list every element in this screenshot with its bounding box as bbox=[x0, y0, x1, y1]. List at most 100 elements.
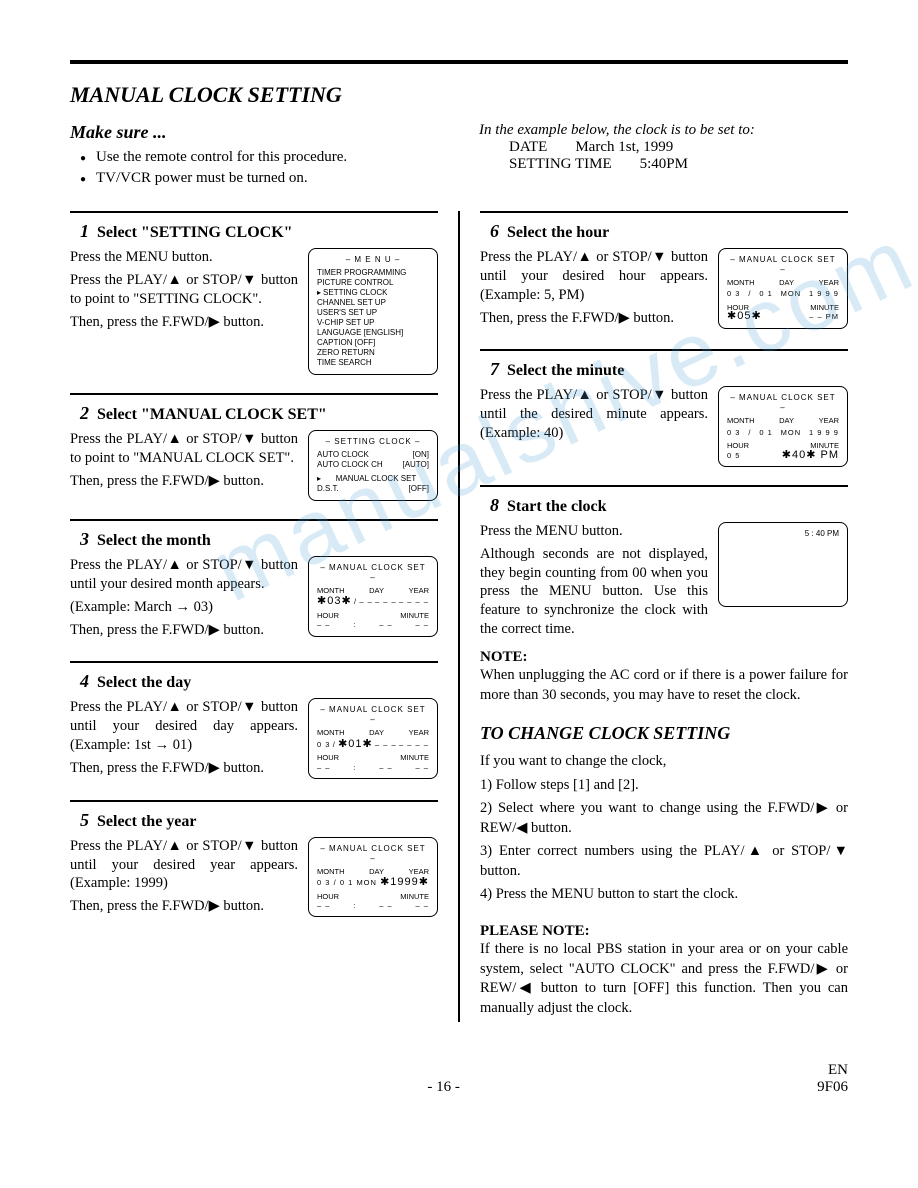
two-column-layout: 1Select "SETTING CLOCK" Press the MENU b… bbox=[70, 211, 848, 1022]
step-para: Press the MENU button. bbox=[480, 522, 708, 541]
bullet-item: Use the remote control for this procedur… bbox=[84, 149, 439, 166]
example-key: DATE bbox=[509, 139, 547, 156]
osd-item: V-CHIP SET UP bbox=[317, 318, 429, 328]
osd-mcs-day: – MANUAL CLOCK SET – MONTHDAYYEAR 0 3/✱0… bbox=[308, 698, 438, 779]
step-para: Then, press the F.FWD/▶ button. bbox=[70, 313, 298, 332]
osd-row: AUTO CLOCK[ON] bbox=[317, 450, 429, 460]
step-heading: 5 Select the year bbox=[70, 810, 438, 831]
step-heading: 7Select the minute bbox=[480, 359, 848, 380]
left-column: 1Select "SETTING CLOCK" Press the MENU b… bbox=[70, 211, 438, 1022]
osd-item: CAPTION [OFF] bbox=[317, 338, 429, 348]
osd-item: CHANNEL SET UP bbox=[317, 298, 429, 308]
osd-mcs-minute: – MANUAL CLOCK SET – MONTHDAYYEAR 0 3/0 … bbox=[718, 386, 848, 467]
page-footer: - 16 - EN 9F06 bbox=[70, 1062, 848, 1096]
change-step: 4) Press the MENU button to start the cl… bbox=[480, 885, 848, 905]
step-para: Then, press the F.FWD/▶ button. bbox=[480, 309, 708, 328]
osd-title: – MANUAL CLOCK SET – bbox=[727, 255, 839, 275]
make-sure-title: Make sure ... bbox=[70, 122, 439, 143]
step-text: Press the PLAY/▲ or STOP/▼ button until … bbox=[70, 556, 298, 643]
step-title: Select the month bbox=[97, 532, 211, 549]
step-para: (Example: March → 03) bbox=[70, 598, 298, 617]
step-3: 3 Select the month Press the PLAY/▲ or ST… bbox=[70, 519, 438, 643]
step-para: Although seconds are not displayed, they… bbox=[480, 545, 708, 639]
example-row: SETTING TIME 5:40PM bbox=[479, 156, 848, 173]
step-para: Press the MENU button. bbox=[70, 248, 298, 267]
osd-item-selected: SETTING CLOCK bbox=[317, 288, 429, 298]
step-para: Press the PLAY/▲ or STOP/▼ button to poi… bbox=[70, 271, 298, 309]
osd-title: – MANUAL CLOCK SET – bbox=[727, 393, 839, 413]
step-heading: 1Select "SETTING CLOCK" bbox=[70, 221, 438, 242]
osd-item: PICTURE CONTROL bbox=[317, 278, 429, 288]
step-title: Select "MANUAL CLOCK SET" bbox=[97, 406, 327, 423]
step-number: 5 bbox=[80, 810, 89, 830]
page-title: MANUAL CLOCK SETTING bbox=[70, 82, 848, 108]
step-para: Then, press the F.FWD/▶ button. bbox=[70, 472, 298, 491]
step-number: 3 bbox=[80, 529, 89, 549]
osd-title: – SETTING CLOCK – bbox=[317, 437, 429, 447]
step-text: Press the MENU button. Although seconds … bbox=[480, 522, 708, 643]
step-heading: 6 Select the hour bbox=[480, 221, 848, 242]
osd-time: 5 : 40 PM bbox=[727, 529, 839, 539]
example-val: March 1st, 1999 bbox=[575, 139, 673, 156]
osd-title: – M E N U – bbox=[317, 255, 429, 265]
step-title: Select the day bbox=[97, 674, 191, 691]
footer-code: EN 9F06 bbox=[817, 1062, 848, 1096]
osd-mcs-month: – MANUAL CLOCK SET – MONTHDAYYEAR ✱03✱/–… bbox=[308, 556, 438, 637]
osd-mcs-year: – MANUAL CLOCK SET – MONTHDAYYEAR 0 3/0 … bbox=[308, 837, 438, 918]
bullet-item: TV/VCR power must be turned on. bbox=[84, 170, 439, 187]
make-sure-block: Make sure ... Use the remote control for… bbox=[70, 122, 439, 191]
step-text: Press the PLAY/▲ or STOP/▼ button until … bbox=[70, 698, 298, 781]
example-intro: In the example below, the clock is to be… bbox=[479, 122, 848, 139]
step-text: Press the PLAY/▲ or STOP/▼ button until … bbox=[480, 386, 708, 447]
page-number: - 16 - bbox=[70, 1079, 817, 1096]
step-title: Select the hour bbox=[507, 224, 609, 241]
step-text: Press the MENU button. Press the PLAY/▲ … bbox=[70, 248, 298, 335]
step-heading: 3 Select the month bbox=[70, 529, 438, 550]
osd-row: D.S.T.[OFF] bbox=[317, 484, 429, 494]
step-4: 4Select the day Press the PLAY/▲ or STOP… bbox=[70, 661, 438, 781]
osd-title: – MANUAL CLOCK SET – bbox=[317, 705, 429, 725]
step-title: Start the clock bbox=[507, 498, 607, 515]
step-7: 7Select the minute Press the PLAY/▲ or S… bbox=[480, 349, 848, 467]
step-5: 5 Select the year Press the PLAY/▲ or STO… bbox=[70, 800, 438, 920]
footer-refcode: 9F06 bbox=[817, 1079, 848, 1095]
step-number: 2 bbox=[80, 403, 89, 423]
change-intro: If you want to change the clock, bbox=[480, 752, 848, 772]
osd-clock-running: 5 : 40 PM bbox=[718, 522, 848, 607]
step-title: Select the year bbox=[97, 813, 197, 830]
change-step: 1) Follow steps [1] and [2]. bbox=[480, 776, 848, 796]
step-heading: 8 Start the clock bbox=[480, 495, 848, 516]
osd-item: USER'S SET UP bbox=[317, 308, 429, 318]
step-para: Then, press the F.FWD/▶ button. bbox=[70, 897, 298, 916]
step-text: Press the PLAY/▲ or STOP/▼ button to poi… bbox=[70, 430, 298, 495]
step-number: 6 bbox=[490, 221, 499, 241]
step-number: 7 bbox=[490, 359, 499, 379]
change-step: 2) Select where you want to change using… bbox=[480, 799, 848, 838]
change-step: 3) Enter correct numbers using the PLAY/… bbox=[480, 842, 848, 881]
top-rule bbox=[70, 60, 848, 64]
make-sure-list: Use the remote control for this procedur… bbox=[70, 149, 439, 187]
osd-item: TIME SEARCH bbox=[317, 358, 429, 368]
osd-item: ZERO RETURN bbox=[317, 348, 429, 358]
step-number: 8 bbox=[490, 495, 499, 515]
example-block: In the example below, the clock is to be… bbox=[479, 122, 848, 191]
note-heading: NOTE: bbox=[480, 649, 848, 666]
intro-row: Make sure ... Use the remote control for… bbox=[70, 122, 848, 191]
osd-menu: – M E N U – TIMER PROGRAMMING PICTURE CO… bbox=[308, 248, 438, 375]
please-note-heading: PLEASE NOTE: bbox=[480, 923, 848, 940]
please-note-body: If there is no local PBS station in your… bbox=[480, 940, 848, 1018]
step-para: Press the PLAY/▲ or STOP/▼ button until … bbox=[70, 698, 298, 755]
step-para: Then, press the F.FWD/▶ button. bbox=[70, 621, 298, 640]
note-body: When unplugging the AC cord or if there … bbox=[480, 666, 848, 705]
step-para: Then, press the F.FWD/▶ button. bbox=[70, 759, 298, 778]
step-text: Press the PLAY/▲ or STOP/▼ button until … bbox=[480, 248, 708, 331]
footer-lang: EN bbox=[828, 1062, 848, 1078]
step-title: Select "SETTING CLOCK" bbox=[97, 224, 293, 241]
osd-title: – MANUAL CLOCK SET – bbox=[317, 844, 429, 864]
osd-title: – MANUAL CLOCK SET – bbox=[317, 563, 429, 583]
osd-row-selected: MANUAL CLOCK SET bbox=[317, 474, 429, 484]
step-text: Press the PLAY/▲ or STOP/▼ button until … bbox=[70, 837, 298, 920]
step-para: Press the PLAY/▲ or STOP/▼ button until … bbox=[70, 837, 298, 894]
column-separator bbox=[458, 211, 460, 1022]
step-8: 8 Start the clock Press the MENU button. … bbox=[480, 485, 848, 705]
